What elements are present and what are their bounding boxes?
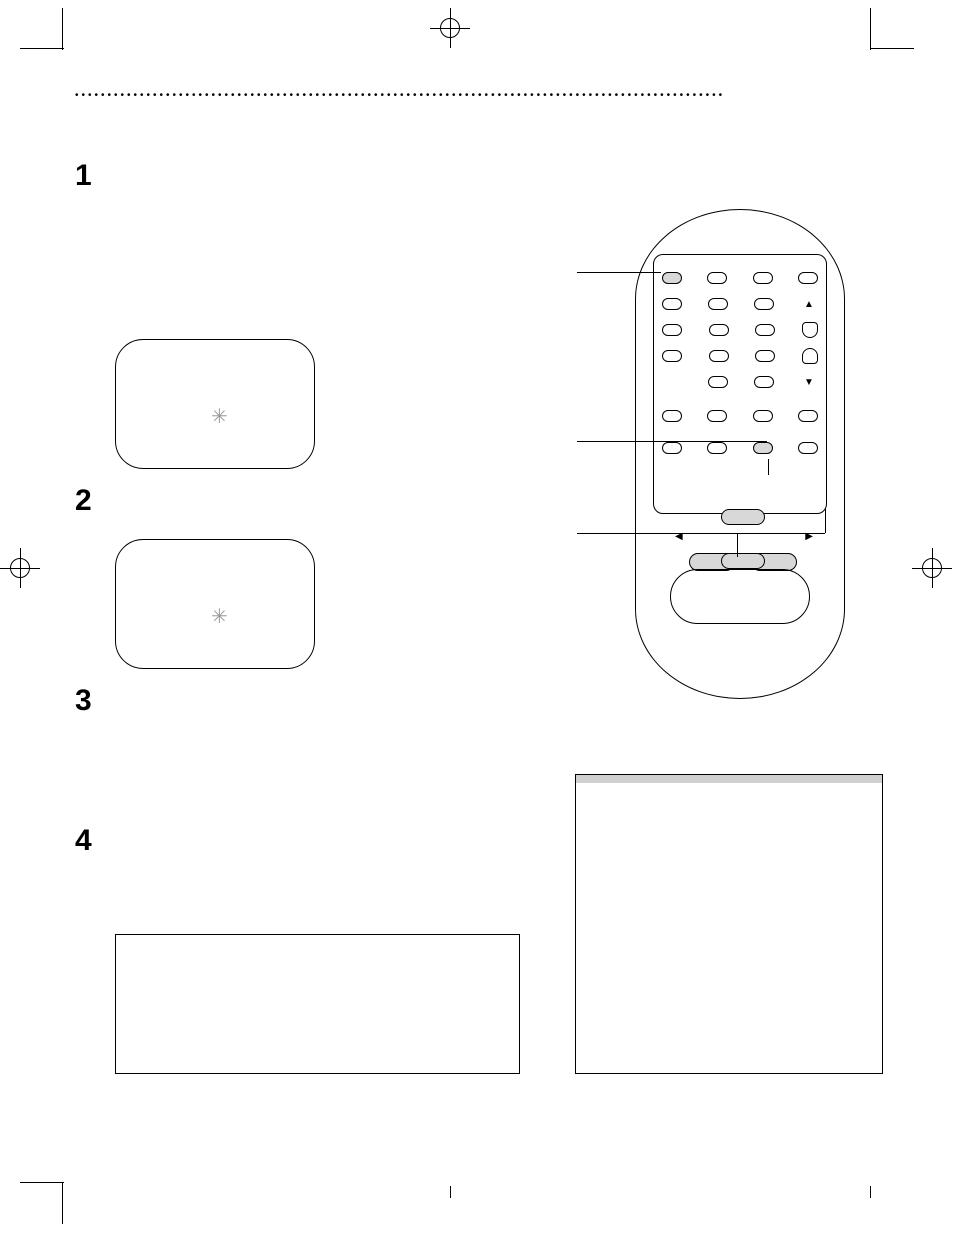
remote-d-button[interactable] xyxy=(802,322,818,338)
burst-icon: ✳ xyxy=(211,604,228,629)
remote-button[interactable] xyxy=(707,442,727,454)
remote-button-highlighted[interactable] xyxy=(662,272,682,284)
callout-line xyxy=(737,533,825,534)
remote-button[interactable] xyxy=(755,324,775,336)
step-number: 1 xyxy=(75,159,115,193)
crop-mark xyxy=(870,1186,871,1198)
crop-mark xyxy=(20,48,64,49)
step-number: 2 xyxy=(75,484,115,518)
remote-button[interactable] xyxy=(662,324,682,336)
tv-screen-2: ✳ xyxy=(115,539,315,669)
crop-mark xyxy=(870,48,914,49)
triangle-down-icon: ▼ xyxy=(800,377,818,388)
spacer xyxy=(662,376,682,388)
hint-body xyxy=(576,783,882,799)
remote-button[interactable] xyxy=(754,376,774,388)
page-content: ••••••••••••••••••••••••••••••••••••••••… xyxy=(75,90,885,1124)
remote-button[interactable] xyxy=(798,410,818,422)
button-row xyxy=(662,317,818,343)
registration-mark xyxy=(0,548,40,588)
step-2: 2 xyxy=(75,484,535,518)
step-1: 1 xyxy=(75,159,535,193)
note-box xyxy=(115,934,520,1074)
remote-button[interactable] xyxy=(709,350,729,362)
crop-mark xyxy=(20,1182,64,1183)
remote-button[interactable] xyxy=(753,410,773,422)
callout-line xyxy=(768,459,769,475)
remote-button[interactable] xyxy=(662,410,682,422)
button-row xyxy=(662,403,818,429)
step-3: 3 xyxy=(75,684,535,718)
button-row xyxy=(662,435,818,461)
triangle-up-icon: ▲ xyxy=(800,299,818,310)
remote-d-button[interactable] xyxy=(802,348,818,364)
hint-title xyxy=(576,775,882,783)
callout-line xyxy=(577,533,737,534)
remote-button-highlighted[interactable] xyxy=(753,442,773,454)
callout-line xyxy=(825,509,826,533)
nav-down-button[interactable] xyxy=(721,553,765,569)
dotted-separator: ••••••••••••••••••••••••••••••••••••••••… xyxy=(75,90,885,104)
nav-up-button[interactable] xyxy=(721,509,765,525)
helpful-hint-box xyxy=(575,774,883,1074)
callout-line xyxy=(577,441,767,442)
remote-button[interactable] xyxy=(662,442,682,454)
crop-mark xyxy=(450,1186,451,1198)
registration-mark xyxy=(912,548,952,588)
remote-button[interactable] xyxy=(709,324,729,336)
tv-screen-1: ✳ xyxy=(115,339,315,469)
remote-button[interactable] xyxy=(753,272,773,284)
remote-button[interactable] xyxy=(662,350,682,362)
remote-button[interactable] xyxy=(798,272,818,284)
step-number: 4 xyxy=(75,824,115,858)
callout-line xyxy=(737,533,738,557)
step-number: 3 xyxy=(75,684,115,718)
button-panel: ▲ xyxy=(653,254,827,514)
button-row xyxy=(662,265,818,291)
remote-button[interactable] xyxy=(798,442,818,454)
crop-mark xyxy=(62,1182,63,1224)
crop-mark xyxy=(870,8,871,50)
right-column: ▲ xyxy=(575,124,885,1124)
crop-mark xyxy=(62,8,63,50)
remote-button[interactable] xyxy=(755,350,775,362)
remote-button[interactable] xyxy=(708,376,728,388)
remote-button[interactable] xyxy=(708,298,728,310)
button-row: ▲ xyxy=(662,291,818,317)
button-row xyxy=(662,343,818,369)
remote-button[interactable] xyxy=(754,298,774,310)
remote-control: ▲ xyxy=(635,209,845,699)
callout-line xyxy=(577,272,661,273)
step-4: 4 xyxy=(75,824,535,858)
registration-mark xyxy=(430,8,470,48)
left-column: 1 ✳ 2 ✳ 3 xyxy=(75,124,545,1124)
burst-icon: ✳ xyxy=(211,404,228,429)
button-row: ▼ xyxy=(662,369,818,395)
columns: 1 ✳ 2 ✳ 3 xyxy=(75,124,885,1124)
remote-lower-panel xyxy=(670,569,810,624)
remote-button[interactable] xyxy=(707,410,727,422)
remote-button[interactable] xyxy=(662,298,682,310)
remote-button[interactable] xyxy=(707,272,727,284)
navigation-pad: ◀ ▶ xyxy=(689,509,799,569)
